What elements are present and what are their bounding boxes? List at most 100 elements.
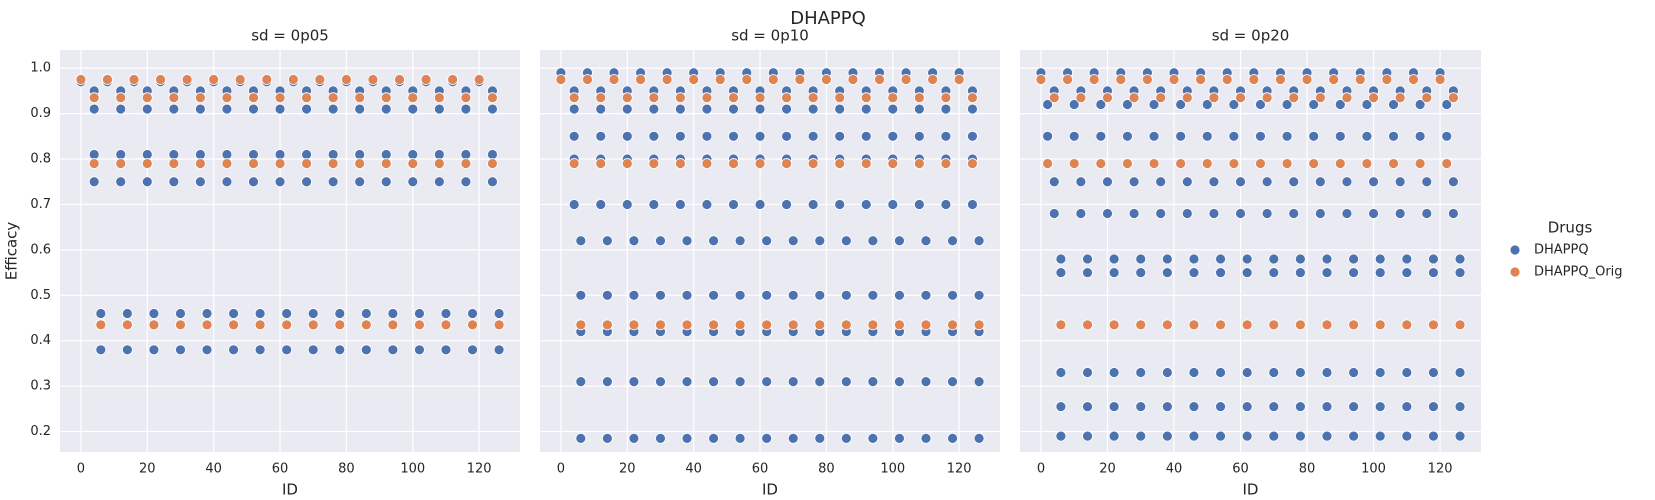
point xyxy=(1421,208,1433,219)
x-tick-label: 40 xyxy=(205,462,222,477)
point xyxy=(967,92,978,104)
point xyxy=(761,432,773,444)
point xyxy=(860,130,872,142)
point xyxy=(807,103,819,115)
point xyxy=(1447,208,1459,219)
point xyxy=(967,103,978,115)
point xyxy=(1241,319,1253,331)
point xyxy=(168,149,180,160)
x-tick-label: 60 xyxy=(752,462,769,477)
point xyxy=(1348,267,1360,278)
point xyxy=(1108,367,1120,378)
point xyxy=(1428,367,1439,378)
point xyxy=(95,308,107,319)
point xyxy=(1414,99,1426,110)
point xyxy=(1115,74,1127,85)
point xyxy=(728,199,739,210)
point xyxy=(648,103,660,115)
point xyxy=(1148,99,1160,110)
point xyxy=(860,103,872,115)
point xyxy=(628,376,640,387)
point xyxy=(1348,430,1360,442)
point xyxy=(973,319,985,331)
point xyxy=(1228,158,1240,169)
point xyxy=(655,432,666,444)
point xyxy=(414,308,425,319)
point xyxy=(155,74,166,85)
point xyxy=(734,235,746,247)
point xyxy=(913,103,925,115)
point xyxy=(88,103,100,115)
point xyxy=(281,319,293,331)
x-tick-label: 120 xyxy=(467,462,492,477)
point xyxy=(1281,158,1293,169)
point xyxy=(88,149,100,160)
point xyxy=(867,235,879,247)
point xyxy=(493,344,505,356)
point xyxy=(1388,158,1399,169)
point xyxy=(1401,430,1413,442)
point xyxy=(1175,130,1187,142)
point xyxy=(1374,319,1386,331)
point xyxy=(1308,158,1320,169)
point xyxy=(1235,92,1246,104)
point xyxy=(681,319,693,331)
point xyxy=(847,74,859,85)
legend-marker xyxy=(1509,244,1521,256)
point xyxy=(681,289,693,301)
y-tick-label: 1.0 xyxy=(30,61,51,76)
point xyxy=(674,103,686,115)
point xyxy=(568,158,580,169)
x-axis-label: ID xyxy=(1243,481,1259,499)
point xyxy=(1441,99,1453,110)
point xyxy=(1161,253,1173,265)
point xyxy=(834,130,846,142)
point xyxy=(947,376,958,387)
point xyxy=(761,319,773,331)
point xyxy=(467,308,478,319)
point xyxy=(1454,367,1466,378)
point xyxy=(1381,74,1393,85)
point xyxy=(1108,267,1120,278)
point xyxy=(1188,367,1200,378)
point xyxy=(860,158,872,169)
point xyxy=(1394,92,1406,104)
point xyxy=(1314,176,1326,188)
point xyxy=(701,130,713,142)
point xyxy=(1102,176,1113,188)
point xyxy=(1208,208,1220,219)
y-tick-label: 0.6 xyxy=(30,242,51,257)
point xyxy=(387,344,399,356)
point xyxy=(1201,99,1213,110)
point xyxy=(1095,99,1107,110)
point xyxy=(467,344,478,356)
point xyxy=(973,432,985,444)
point xyxy=(674,130,686,142)
x-tick-label: 100 xyxy=(1361,462,1386,477)
point xyxy=(628,432,640,444)
point xyxy=(1128,176,1140,188)
point xyxy=(1361,99,1373,110)
point xyxy=(1421,176,1433,188)
point xyxy=(860,92,872,104)
point xyxy=(1374,430,1386,442)
point xyxy=(1135,367,1147,378)
point xyxy=(655,319,666,331)
point xyxy=(708,432,719,444)
point xyxy=(920,289,932,301)
point xyxy=(734,432,746,444)
point xyxy=(234,74,246,85)
point xyxy=(407,158,419,169)
figure-title: DHAPPQ xyxy=(790,8,866,29)
point xyxy=(380,176,392,188)
point xyxy=(274,92,286,104)
point xyxy=(940,103,952,115)
point xyxy=(433,149,445,160)
point xyxy=(440,308,452,319)
point xyxy=(867,319,879,331)
point xyxy=(354,176,366,188)
point xyxy=(221,92,233,104)
point xyxy=(1428,401,1439,412)
point xyxy=(433,158,445,169)
point xyxy=(920,235,932,247)
